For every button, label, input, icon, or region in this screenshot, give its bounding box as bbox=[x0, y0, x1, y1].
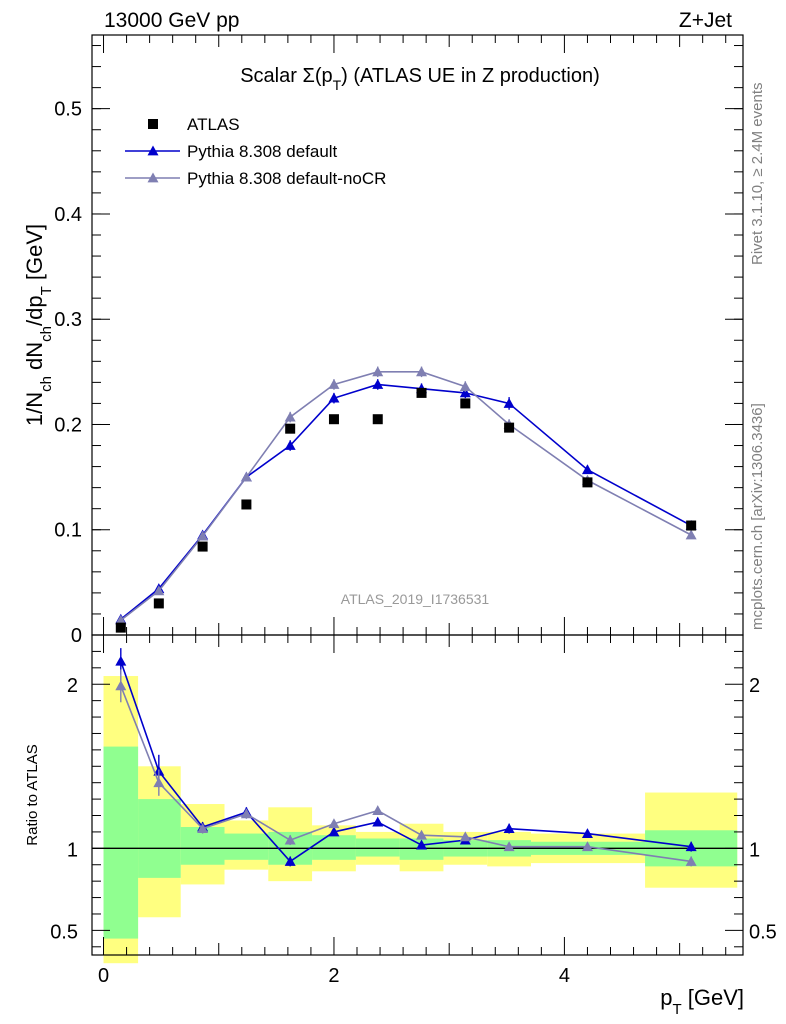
main-series-2-point-8 bbox=[459, 381, 471, 391]
main-ytick-label-5: 0.5 bbox=[54, 99, 82, 121]
ratio-xtick-label-0: 0 bbox=[98, 965, 109, 987]
main-series-2-point-3 bbox=[240, 471, 252, 482]
main-data-point-0 bbox=[115, 622, 126, 633]
main-series-2-point-2 bbox=[197, 530, 209, 541]
ratio-series-0-point-7 bbox=[416, 839, 428, 850]
main-series-1-point-10 bbox=[581, 464, 593, 475]
legend-label-1: Pythia 8.308 default bbox=[187, 142, 338, 161]
process-label: Z+Jet bbox=[679, 9, 732, 32]
main-data-point-10 bbox=[582, 477, 593, 488]
main-ytick-label-4: 0.4 bbox=[54, 204, 82, 226]
legend: ATLAS Pythia 8.308 default Pythia 8.308 de… bbox=[125, 115, 386, 188]
ratio-series-1-point-6 bbox=[372, 805, 384, 815]
plot-title: Scalar Σ(pT​) (ATLAS UE in Z production) bbox=[240, 65, 600, 93]
ratio-series-1-point-1 bbox=[153, 777, 165, 788]
main-data-point-3 bbox=[241, 499, 252, 510]
ratio-series-line-1 bbox=[120, 685, 692, 863]
main-ytick-label-3: 0.3 bbox=[54, 309, 82, 331]
main-data-point-4 bbox=[285, 423, 296, 434]
main-data-point-6 bbox=[372, 414, 383, 425]
legend-label-0: ATLAS bbox=[187, 115, 240, 134]
ratio-series-1-point-8 bbox=[459, 831, 471, 842]
ratio-series-1-point-9 bbox=[503, 841, 515, 852]
x-axis-label: pT​ [GeV] bbox=[660, 985, 744, 1018]
main-data-point-5 bbox=[328, 414, 339, 425]
ratio-series-1-point-7 bbox=[416, 829, 428, 840]
ratio-inner-band-0 bbox=[103, 746, 139, 939]
main-data-point-9 bbox=[504, 422, 515, 433]
mcplots-label: mcplots.cern.ch [arXiv:1306.3436] bbox=[749, 403, 766, 630]
main-ytick-label-1: 0.1 bbox=[54, 520, 82, 542]
ratio-frame bbox=[91, 634, 744, 956]
ratio-plot-marks: 0.5 0.5 1 1 2 2 0 2 4 bbox=[50, 634, 777, 987]
ratio-y-axis-label: Ratio to ATLAS bbox=[24, 744, 41, 845]
main-data-point-7 bbox=[416, 387, 427, 398]
main-series-2-point-11 bbox=[685, 529, 697, 540]
ratio-series-0-point-5 bbox=[328, 826, 340, 837]
main-series-2-point-0 bbox=[115, 614, 127, 625]
energy-label: 13000 GeV pp bbox=[104, 9, 239, 32]
main-series-1-point-8 bbox=[459, 387, 471, 398]
main-series-line-2 bbox=[120, 371, 692, 621]
legend-marker-1 bbox=[147, 145, 159, 156]
legend-marker-0 bbox=[148, 119, 158, 129]
ratio-xtick-label-2: 4 bbox=[559, 965, 570, 987]
ratio-inner-band-3 bbox=[224, 833, 269, 860]
main-y-axis-label: 1/Nch​ dNch​/dpT​ [GeV] bbox=[22, 224, 55, 426]
ratio-series-1-point-3 bbox=[240, 808, 252, 819]
main-series-2-point-1 bbox=[153, 585, 165, 596]
legend-label-2: Pythia 8.308 default-noCR bbox=[187, 169, 386, 188]
ratio-series-0-point-4 bbox=[284, 855, 296, 866]
ratio-series-0-point-11 bbox=[685, 841, 697, 852]
main-series-2-point-5 bbox=[328, 378, 340, 389]
ratio-series-0-point-0 bbox=[115, 655, 127, 666]
ratio-inner-band-5 bbox=[312, 835, 356, 860]
main-series-2-point-4 bbox=[284, 411, 296, 422]
main-data-point-1 bbox=[153, 598, 164, 609]
main-series-2-point-6 bbox=[372, 366, 384, 377]
main-plot-marks: 0 0.1 0.2 0.3 0.4 0.5 bbox=[54, 34, 744, 647]
ratio-series-line-0 bbox=[120, 660, 692, 863]
ratio-series-1-point-2 bbox=[197, 823, 209, 834]
ratio-series-0-point-10 bbox=[581, 828, 593, 838]
main-series-1-point-6 bbox=[372, 378, 384, 389]
main-series-1-point-9 bbox=[503, 397, 515, 408]
main-plot-panel: Scalar Σ(pT​) (ATLAS UE in Z production)… bbox=[22, 34, 744, 647]
main-series-2-point-7 bbox=[416, 366, 428, 377]
rivet-label: Rivet 3.1.10, ≥ 2.4M events bbox=[749, 83, 766, 266]
ratio-series-1-point-10 bbox=[581, 841, 593, 852]
main-data-point-8 bbox=[460, 398, 471, 409]
main-series-line-1 bbox=[120, 383, 692, 620]
ratio-series-1-point-4 bbox=[284, 834, 296, 845]
ratio-xtick-label-1: 2 bbox=[328, 965, 339, 987]
main-data-point-11 bbox=[686, 520, 697, 531]
main-series-1-point-5 bbox=[328, 392, 340, 403]
analysis-watermark: ATLAS_2019_I1736531 bbox=[341, 591, 490, 607]
ratio-series-0-point-9 bbox=[503, 823, 515, 834]
ratio-ytick-label-right-1: 1 bbox=[749, 839, 760, 861]
ratio-inner-band-1 bbox=[138, 799, 181, 878]
legend-marker-2 bbox=[147, 172, 159, 183]
main-ytick-label-0: 0 bbox=[71, 625, 82, 647]
ratio-series-1-point-5 bbox=[328, 818, 340, 829]
ratio-series-0-point-6 bbox=[372, 816, 384, 827]
ratio-series-1-point-0 bbox=[115, 680, 127, 691]
main-data-point-2 bbox=[197, 541, 208, 552]
ratio-ytick-label-right-0: 0.5 bbox=[749, 921, 777, 943]
ratio-plot-panel: 0.5 0.5 1 1 2 2 0 2 4 Ratio to ATLAS pT​ [GeV] bbox=[24, 634, 777, 1018]
ratio-ytick-label-1: 1 bbox=[67, 839, 78, 861]
ratio-ytick-label-2: 2 bbox=[67, 675, 78, 697]
ratio-inner-band-6 bbox=[355, 838, 400, 857]
ratio-ytick-label-right-2: 2 bbox=[749, 675, 760, 697]
ratio-ytick-label-0: 0.5 bbox=[50, 921, 78, 943]
main-series-1-point-4 bbox=[284, 440, 296, 450]
main-ytick-label-2: 0.2 bbox=[54, 414, 82, 436]
ratio-series-1-point-11 bbox=[685, 855, 697, 866]
